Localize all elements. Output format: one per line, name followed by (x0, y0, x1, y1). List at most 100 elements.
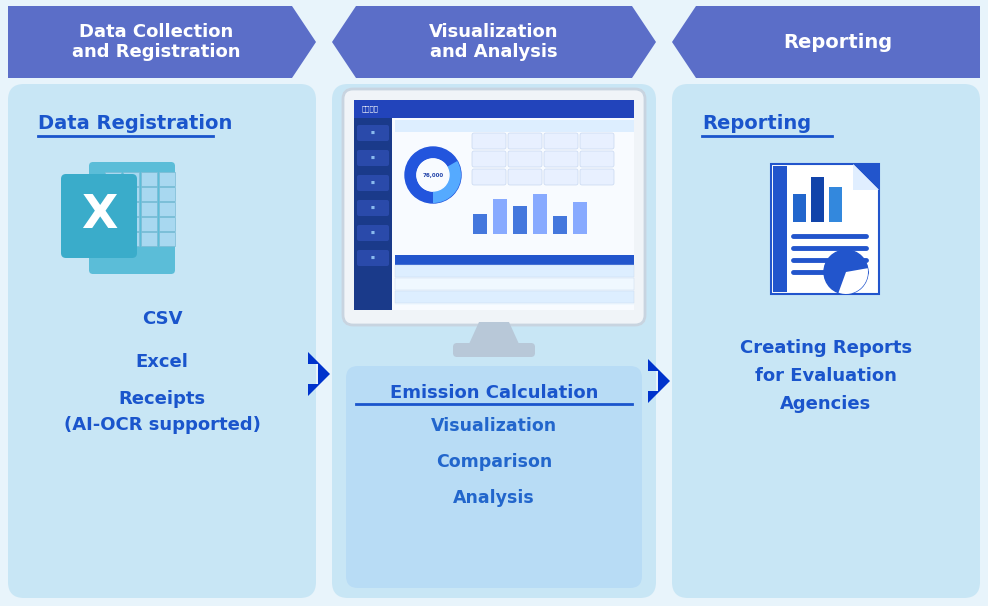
FancyBboxPatch shape (395, 278, 634, 290)
FancyBboxPatch shape (580, 151, 614, 167)
FancyBboxPatch shape (354, 100, 634, 310)
Text: X: X (81, 193, 118, 239)
Text: ■: ■ (371, 256, 374, 260)
FancyBboxPatch shape (580, 133, 614, 149)
Text: Emission Calculation: Emission Calculation (390, 384, 598, 402)
Circle shape (824, 250, 868, 294)
FancyBboxPatch shape (513, 206, 527, 234)
Polygon shape (648, 359, 670, 403)
Text: Analysis: Analysis (453, 489, 535, 507)
Text: アスエネ: アスエネ (362, 105, 379, 112)
FancyBboxPatch shape (472, 151, 506, 167)
Text: ■: ■ (371, 156, 374, 160)
Wedge shape (839, 268, 868, 294)
FancyBboxPatch shape (123, 172, 139, 186)
FancyBboxPatch shape (141, 187, 157, 201)
FancyBboxPatch shape (105, 232, 121, 246)
FancyBboxPatch shape (357, 150, 389, 166)
Text: Creating Reports
for Evaluation
Agencies: Creating Reports for Evaluation Agencies (740, 339, 912, 413)
FancyBboxPatch shape (472, 133, 506, 149)
FancyBboxPatch shape (159, 202, 175, 216)
FancyBboxPatch shape (123, 187, 139, 201)
FancyBboxPatch shape (8, 84, 316, 598)
FancyBboxPatch shape (395, 291, 634, 303)
FancyBboxPatch shape (553, 216, 567, 234)
FancyBboxPatch shape (89, 162, 175, 274)
FancyBboxPatch shape (105, 217, 121, 231)
Text: Data Collection
and Registration: Data Collection and Registration (72, 22, 240, 61)
Text: Receipts
(AI-OCR supported): Receipts (AI-OCR supported) (63, 390, 261, 435)
FancyBboxPatch shape (508, 151, 542, 167)
FancyBboxPatch shape (141, 217, 157, 231)
FancyBboxPatch shape (472, 169, 506, 185)
FancyBboxPatch shape (453, 343, 535, 357)
FancyBboxPatch shape (829, 187, 842, 222)
FancyBboxPatch shape (544, 151, 578, 167)
FancyBboxPatch shape (357, 250, 389, 266)
FancyBboxPatch shape (61, 174, 137, 258)
Text: ■: ■ (371, 181, 374, 185)
FancyBboxPatch shape (672, 84, 980, 598)
FancyBboxPatch shape (159, 217, 175, 231)
FancyBboxPatch shape (141, 232, 157, 246)
FancyBboxPatch shape (573, 202, 587, 234)
Text: CSV: CSV (141, 310, 182, 328)
Text: ■: ■ (371, 206, 374, 210)
Text: Reporting: Reporting (702, 114, 811, 133)
Text: 76,000: 76,000 (423, 173, 444, 178)
FancyBboxPatch shape (811, 177, 824, 222)
FancyBboxPatch shape (141, 172, 157, 186)
FancyBboxPatch shape (395, 255, 634, 305)
FancyBboxPatch shape (141, 202, 157, 216)
FancyBboxPatch shape (357, 175, 389, 191)
Polygon shape (469, 322, 519, 344)
FancyBboxPatch shape (771, 164, 879, 294)
FancyBboxPatch shape (793, 194, 806, 222)
FancyBboxPatch shape (343, 89, 645, 325)
Wedge shape (433, 161, 461, 203)
FancyBboxPatch shape (395, 255, 634, 265)
FancyBboxPatch shape (159, 232, 175, 246)
Polygon shape (853, 164, 879, 190)
FancyBboxPatch shape (123, 217, 139, 231)
FancyBboxPatch shape (357, 200, 389, 216)
Text: Comparison: Comparison (436, 453, 552, 471)
Circle shape (405, 147, 461, 203)
Polygon shape (8, 6, 316, 78)
FancyBboxPatch shape (773, 166, 787, 292)
FancyBboxPatch shape (395, 265, 634, 277)
FancyBboxPatch shape (473, 214, 487, 234)
Polygon shape (332, 6, 656, 78)
FancyBboxPatch shape (105, 202, 121, 216)
FancyBboxPatch shape (346, 366, 642, 588)
FancyBboxPatch shape (159, 172, 175, 186)
Polygon shape (853, 164, 879, 190)
FancyBboxPatch shape (332, 84, 656, 598)
Polygon shape (308, 352, 330, 396)
FancyBboxPatch shape (533, 194, 547, 234)
Circle shape (417, 159, 449, 191)
FancyBboxPatch shape (354, 100, 634, 118)
FancyBboxPatch shape (580, 169, 614, 185)
FancyBboxPatch shape (123, 202, 139, 216)
Text: ■: ■ (371, 131, 374, 135)
FancyBboxPatch shape (508, 133, 542, 149)
Polygon shape (672, 6, 980, 78)
FancyBboxPatch shape (123, 232, 139, 246)
Circle shape (417, 159, 449, 191)
FancyBboxPatch shape (508, 169, 542, 185)
FancyBboxPatch shape (493, 199, 507, 234)
FancyBboxPatch shape (354, 118, 392, 310)
Text: Visualization
and Analysis: Visualization and Analysis (429, 22, 559, 61)
Text: Data Registration: Data Registration (38, 114, 232, 133)
Text: ■: ■ (371, 231, 374, 235)
Text: Reporting: Reporting (783, 33, 892, 52)
FancyBboxPatch shape (357, 225, 389, 241)
FancyBboxPatch shape (105, 187, 121, 201)
FancyBboxPatch shape (544, 169, 578, 185)
FancyBboxPatch shape (105, 172, 121, 186)
FancyBboxPatch shape (395, 120, 634, 132)
FancyBboxPatch shape (357, 125, 389, 141)
Text: Visualization: Visualization (431, 417, 557, 435)
Text: Excel: Excel (135, 353, 189, 371)
